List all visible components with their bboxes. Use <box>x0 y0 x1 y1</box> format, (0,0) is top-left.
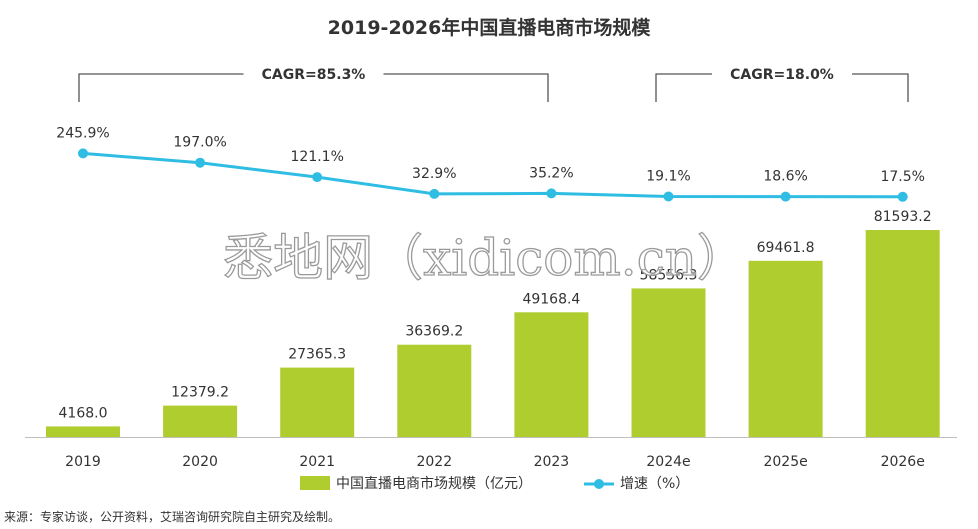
x-tick-label: 2020 <box>182 454 218 470</box>
growth-line <box>82 151 903 199</box>
growth-point <box>195 157 206 168</box>
watermark: 悉地网（xidicom.cn） <box>223 229 747 287</box>
growth-value-label: 35.2% <box>529 165 573 181</box>
x-tick-label: 2019 <box>65 454 101 470</box>
x-tick-label: 2022 <box>416 454 452 470</box>
bar-value-label: 4168.0 <box>59 405 108 421</box>
bar <box>46 426 120 437</box>
cagr-label: CAGR=85.3% <box>262 67 366 83</box>
growth-point <box>78 148 88 159</box>
bar-value-label: 27365.3 <box>288 347 346 363</box>
legend-bar-swatch <box>300 476 330 490</box>
bar <box>397 344 472 437</box>
x-tick-label: 2026e <box>881 454 925 470</box>
x-tick-label: 2023 <box>534 454 570 470</box>
bar <box>865 230 940 437</box>
growth-value-label: 19.1% <box>646 169 690 185</box>
chart-title: 2019-2026年中国直播电商市场规模 <box>328 16 652 39</box>
x-tick-label: 2025e <box>763 454 807 470</box>
growth-point <box>429 188 440 199</box>
growth-value-label: 18.6% <box>763 169 807 185</box>
x-tick-label: 2024e <box>646 454 690 470</box>
growth-value-labels: 245.9% 197.0% 121.1% 32.9% 35.2% 19.1% 18.6% 17… <box>56 125 925 184</box>
growth-point <box>780 191 791 202</box>
bar-series <box>46 230 940 437</box>
bar <box>163 405 238 437</box>
x-axis-tick-labels: 2019 2020 2021 2022 2023 2024e 2025e 2026e <box>65 454 925 470</box>
x-tick-label: 2021 <box>299 454 335 470</box>
bar <box>631 288 706 437</box>
bar-value-label: 81593.2 <box>874 209 932 225</box>
growth-point <box>546 188 557 199</box>
bar <box>280 367 355 437</box>
source-note: 来源：专家访谈，公开资料，艾瑞咨询研究院自主研究及绘制。 <box>4 509 340 524</box>
growth-value-label: 17.5% <box>880 169 924 185</box>
cagr-bracket <box>78 73 549 102</box>
cagr-label: CAGR=18.0% <box>730 67 834 83</box>
bar-value-labels: 4168.0 12379.2 27365.3 36369.2 49168.4 58556.… <box>59 209 932 421</box>
bar-value-label: 12379.2 <box>171 385 229 401</box>
cagr-annotations: CAGR=85.3% CAGR=18.0% <box>78 67 909 102</box>
growth-value-label: 32.9% <box>412 166 456 182</box>
bar <box>748 260 823 437</box>
growth-value-label: 245.9% <box>56 125 109 141</box>
cagr-bracket <box>655 73 909 102</box>
growth-point <box>897 191 908 202</box>
bar-value-label: 58556.3 <box>640 267 698 283</box>
legend-line-marker <box>594 479 604 489</box>
growth-point <box>663 191 674 202</box>
legend: 中国直播电商市场规模（亿元） 增速（%） <box>300 475 689 492</box>
bar-value-label: 49168.4 <box>522 291 580 307</box>
growth-value-label: 121.1% <box>291 149 344 165</box>
bar-value-label: 36369.2 <box>405 324 463 340</box>
growth-line-series <box>78 148 908 202</box>
legend-bar-label: 中国直播电商市场规模（亿元） <box>336 475 532 492</box>
bar <box>514 312 589 437</box>
growth-value-label: 197.0% <box>173 135 226 151</box>
bar-value-label: 69461.8 <box>757 240 815 256</box>
growth-point <box>312 172 323 183</box>
legend-line-label: 增速（%） <box>620 476 689 492</box>
